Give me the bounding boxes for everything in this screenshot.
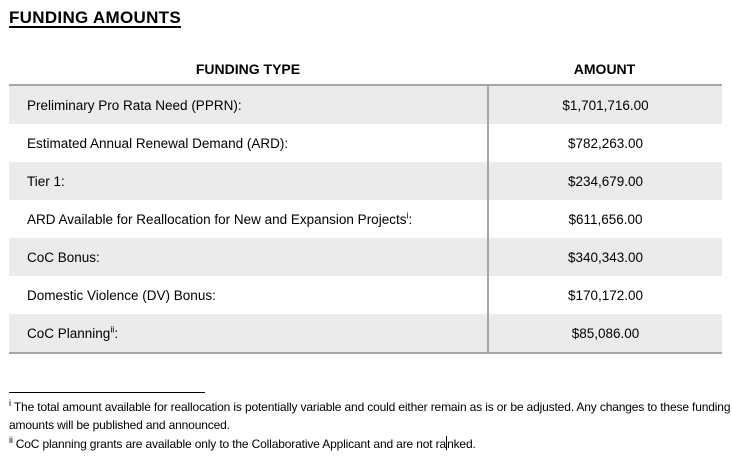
footnote-ii: ii CoC planning grants are available only… — [9, 435, 731, 453]
footnote-ref: ii — [110, 324, 115, 334]
column-header-funding-type: FUNDING TYPE — [195, 61, 301, 77]
document: FUNDING AMOUNTS FUNDING TYPE AMOUNT Prel… — [9, 8, 730, 451]
footnote-i-text: The total amount available for reallocat… — [9, 400, 731, 432]
funding-type-cell: ARD Available for Reallocation for New a… — [9, 200, 487, 238]
funding-type-label: Estimated Annual Renewal Demand (ARD) — [27, 135, 285, 151]
table-row-tier1: Tier 1: $234,679.00 — [9, 162, 722, 200]
amount-cell: $340,343.00 — [487, 238, 722, 276]
amount-cell: $782,263.00 — [487, 124, 722, 162]
funding-type-cell: CoC Planningii: — [9, 314, 487, 352]
table-row-coc-bonus: CoC Bonus: $340,343.00 — [9, 238, 722, 276]
footnote-i: i The total amount available for realloca… — [9, 398, 731, 434]
table-row-coc-planning: CoC Planningii: $85,086.00 — [9, 314, 722, 352]
label-colon: : — [96, 249, 100, 265]
footnote-marker-ii: ii — [9, 435, 13, 445]
label-colon: : — [284, 135, 289, 151]
page-title: FUNDING AMOUNTS — [9, 8, 181, 27]
footnote-ref: i — [406, 210, 409, 220]
funding-type-label: ARD Available for Reallocation for New a… — [27, 211, 407, 227]
table-header-row: FUNDING TYPE AMOUNT — [9, 61, 722, 77]
amount-cell: $170,172.00 — [487, 276, 722, 314]
funding-type-label: Domestic Violence (DV) Bonus — [27, 287, 213, 303]
funding-type-label: Preliminary Pro Rata Need (PPRN) — [27, 97, 238, 113]
amount-cell: $85,086.00 — [487, 314, 722, 352]
table-row-ard-reallocation: ARD Available for Reallocation for New a… — [9, 200, 722, 238]
table-row-ard: Estimated Annual Renewal Demand (ARD): $… — [9, 124, 722, 162]
amount-cell: $234,679.00 — [487, 162, 722, 200]
footnote-marker-i: i — [9, 398, 11, 408]
footnote-separator — [9, 392, 205, 393]
label-colon: : — [61, 173, 65, 189]
table-row-pprn: Preliminary Pro Rata Need (PPRN): $1,701… — [9, 86, 722, 124]
footnote-ii-text-before-cursor: CoC planning grants are available only t… — [15, 437, 447, 451]
funding-type-cell: Estimated Annual Renewal Demand (ARD): — [9, 124, 487, 162]
amount-cell: $1,701,716.00 — [487, 86, 722, 124]
funding-type-cell: Preliminary Pro Rata Need (PPRN): — [9, 86, 487, 124]
table-row-dv-bonus: Domestic Violence (DV) Bonus: $170,172.0… — [9, 276, 722, 314]
footnote-ii-text-after-cursor: nked. — [447, 437, 476, 451]
funding-type-label: CoC Bonus — [27, 249, 97, 265]
text-cursor — [446, 436, 448, 450]
funding-type-label: Tier 1 — [27, 173, 62, 189]
funding-table: Preliminary Pro Rata Need (PPRN): $1,701… — [9, 84, 722, 354]
funding-type-cell: CoC Bonus: — [9, 238, 487, 276]
column-header-amount: AMOUNT — [573, 61, 636, 77]
label-colon: : — [212, 287, 216, 303]
funding-type-label: CoC Planning — [27, 325, 111, 341]
label-colon: : — [408, 211, 413, 227]
label-colon: : — [237, 97, 242, 113]
funding-type-cell: Domestic Violence (DV) Bonus: — [9, 276, 487, 314]
funding-type-cell: Tier 1: — [9, 162, 487, 200]
amount-cell: $611,656.00 — [487, 200, 722, 238]
label-colon: : — [114, 325, 119, 341]
